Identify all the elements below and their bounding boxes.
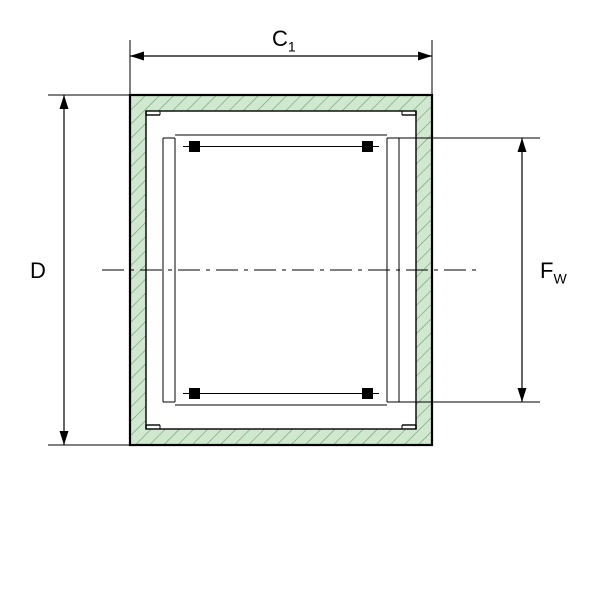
geometry-group	[102, 95, 480, 445]
bearing-cross-section-diagram	[0, 0, 600, 600]
dim-label-fw: FW	[540, 258, 567, 286]
dim-label-c1: C1	[272, 26, 296, 54]
dim-label-d: D	[30, 258, 46, 284]
